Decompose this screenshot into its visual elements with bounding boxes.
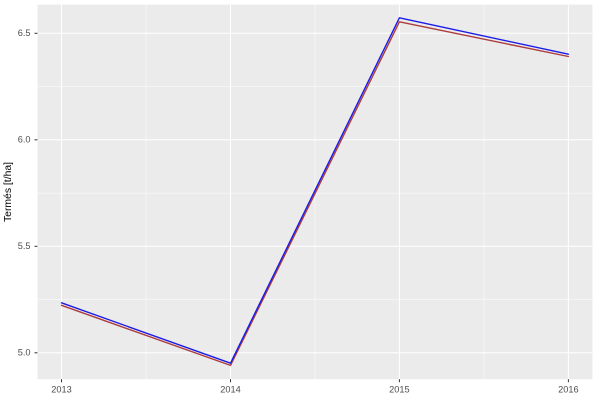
svg-text:5.5: 5.5 <box>18 241 31 251</box>
svg-text:2016: 2016 <box>558 385 578 395</box>
svg-text:5.0: 5.0 <box>18 348 31 358</box>
svg-text:2014: 2014 <box>220 385 240 395</box>
svg-text:6.0: 6.0 <box>18 135 31 145</box>
svg-text:2015: 2015 <box>389 385 409 395</box>
svg-text:2013: 2013 <box>51 385 71 395</box>
svg-text:6.5: 6.5 <box>18 28 31 38</box>
svg-text:Termés [t/ha]: Termés [t/ha] <box>3 162 14 222</box>
